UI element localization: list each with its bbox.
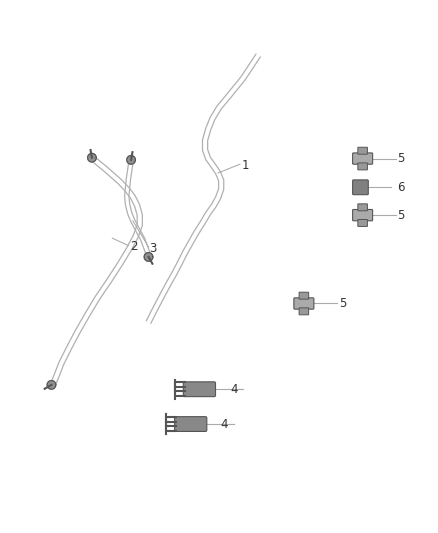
Text: 6: 6: [397, 181, 405, 194]
Text: 4: 4: [220, 417, 228, 431]
Text: 1: 1: [242, 159, 249, 172]
Text: 3: 3: [149, 242, 157, 255]
FancyBboxPatch shape: [353, 180, 368, 195]
FancyBboxPatch shape: [299, 292, 309, 299]
FancyBboxPatch shape: [358, 220, 367, 227]
FancyBboxPatch shape: [353, 209, 373, 221]
Text: 5: 5: [397, 152, 405, 165]
Polygon shape: [144, 253, 153, 261]
FancyBboxPatch shape: [294, 298, 314, 309]
FancyBboxPatch shape: [358, 204, 367, 211]
Polygon shape: [88, 154, 96, 162]
FancyBboxPatch shape: [358, 147, 367, 154]
Polygon shape: [47, 381, 56, 389]
Text: 5: 5: [339, 297, 346, 310]
FancyBboxPatch shape: [175, 417, 207, 431]
FancyBboxPatch shape: [184, 382, 215, 397]
Text: 4: 4: [230, 383, 237, 395]
FancyBboxPatch shape: [299, 308, 309, 315]
Polygon shape: [127, 156, 135, 164]
FancyBboxPatch shape: [353, 153, 373, 164]
Text: 2: 2: [130, 240, 138, 253]
FancyBboxPatch shape: [358, 163, 367, 170]
Text: 5: 5: [397, 208, 405, 222]
